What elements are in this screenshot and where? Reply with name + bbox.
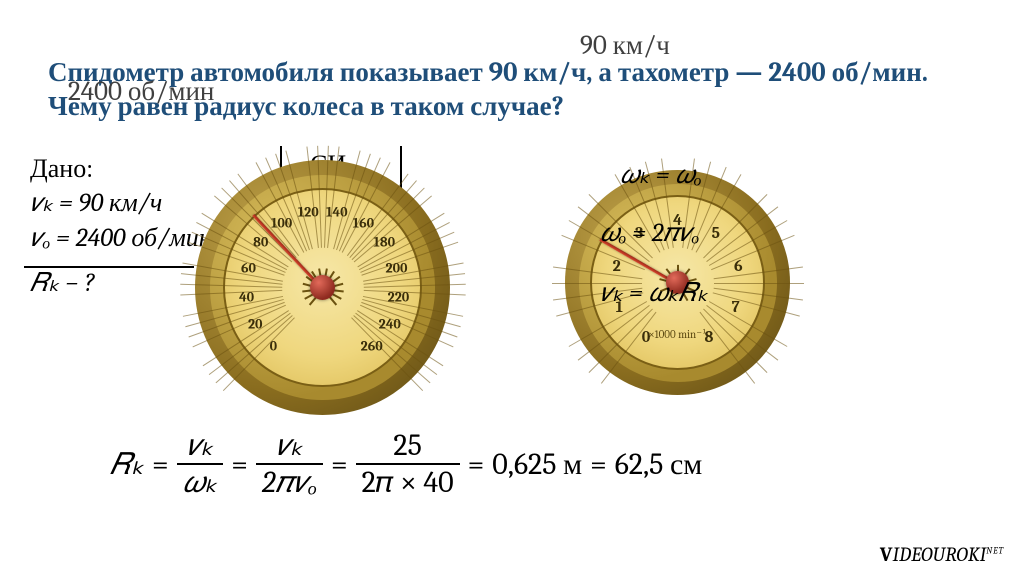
given-nu: 𝜈ₒ = 2400 об/мин [30, 223, 212, 254]
gauge-number: 5 [712, 224, 720, 242]
overlay-rpm: 2400 об/мин [68, 76, 214, 107]
logo-rest: IDEOUROKI [893, 543, 987, 566]
equals-3: = [331, 447, 348, 482]
logo-v: V [880, 543, 893, 566]
frac-2: 𝑣ₖ 2𝜋𝜈ₒ [256, 428, 323, 500]
result-equation: 𝑅ₖ = 𝑣ₖ 𝜔ₖ = 𝑣ₖ 2𝜋𝜈ₒ = 25 2𝜋 × 40 = 0,62… [110, 428, 702, 500]
eq-omega-eq: 𝜔ₖ = 𝜔ₒ [620, 160, 702, 191]
gauge-number: 80 [253, 234, 268, 251]
gauge-number: 220 [388, 288, 410, 305]
equals-2: = [231, 447, 248, 482]
given-heading: Дано: [30, 154, 212, 184]
gauge-number: 6 [734, 257, 743, 275]
videouroki-logo: VIDEOUROKINET [880, 543, 1004, 566]
result-m: 0,625 м [492, 447, 582, 482]
gauge-number: 8 [705, 328, 714, 346]
speedometer-gauge: 0 20 40 60 80100 120 140 160 180 200 220 240 260 [195, 160, 450, 415]
given-block: Дано: 𝑣ₖ = 90 км/ч 𝜈ₒ = 2400 об/мин 𝑅ₖ −… [30, 150, 212, 303]
equals-4: = [468, 447, 485, 482]
frac3-bot: 2𝜋 × 40 [356, 465, 460, 500]
logo-net: NET [986, 546, 1004, 556]
frac1-top: 𝑣ₖ [177, 428, 224, 465]
frac-3: 25 2𝜋 × 40 [356, 428, 460, 500]
frac2-bot: 2𝜋𝜈ₒ [256, 465, 323, 500]
gauge-number: 160 [353, 214, 374, 231]
result-Rk: 𝑅ₖ [110, 447, 144, 482]
equals-5: = [590, 447, 607, 482]
gauge-number: 0 [642, 328, 651, 346]
eq-v-omega-r: 𝑣ₖ = 𝜔ₖ𝑅ₖ [600, 278, 708, 309]
gauge-number: 2 [613, 257, 621, 275]
gauge-number: 140 [326, 204, 348, 221]
frac-1: 𝑣ₖ 𝜔ₖ [177, 428, 224, 500]
result-cm: 62,5 см [615, 447, 703, 482]
frac1-bot: 𝜔ₖ [177, 465, 224, 500]
gauge-number: 60 [241, 260, 256, 277]
given-separator [24, 266, 194, 268]
gauge-number: 0 [270, 338, 277, 355]
gauge-number: 260 [361, 338, 383, 355]
equals-1: = [152, 447, 169, 482]
gauge-number: 180 [373, 234, 395, 251]
gauge-number: 240 [379, 315, 401, 332]
gauge-number: 40 [239, 288, 254, 305]
given-v: 𝑣ₖ = 90 км/ч [30, 188, 212, 219]
gauge-number: 7 [732, 298, 740, 316]
overlay-speed: 90 км/ч [580, 30, 670, 61]
frac2-top: 𝑣ₖ [256, 428, 323, 465]
frac3-top: 25 [356, 428, 460, 465]
gauge-number: 120 [298, 204, 319, 221]
gauge-tick-minor [714, 283, 804, 284]
tacho-caption: ×1000 min⁻¹ [565, 328, 790, 341]
gauge-number: 200 [386, 260, 408, 277]
gauge-number: 100 [271, 214, 292, 231]
gauge-number: 20 [248, 315, 263, 332]
eq-omega-2pinu: 𝜔ₒ = 2𝜋𝜈ₒ [600, 218, 699, 249]
